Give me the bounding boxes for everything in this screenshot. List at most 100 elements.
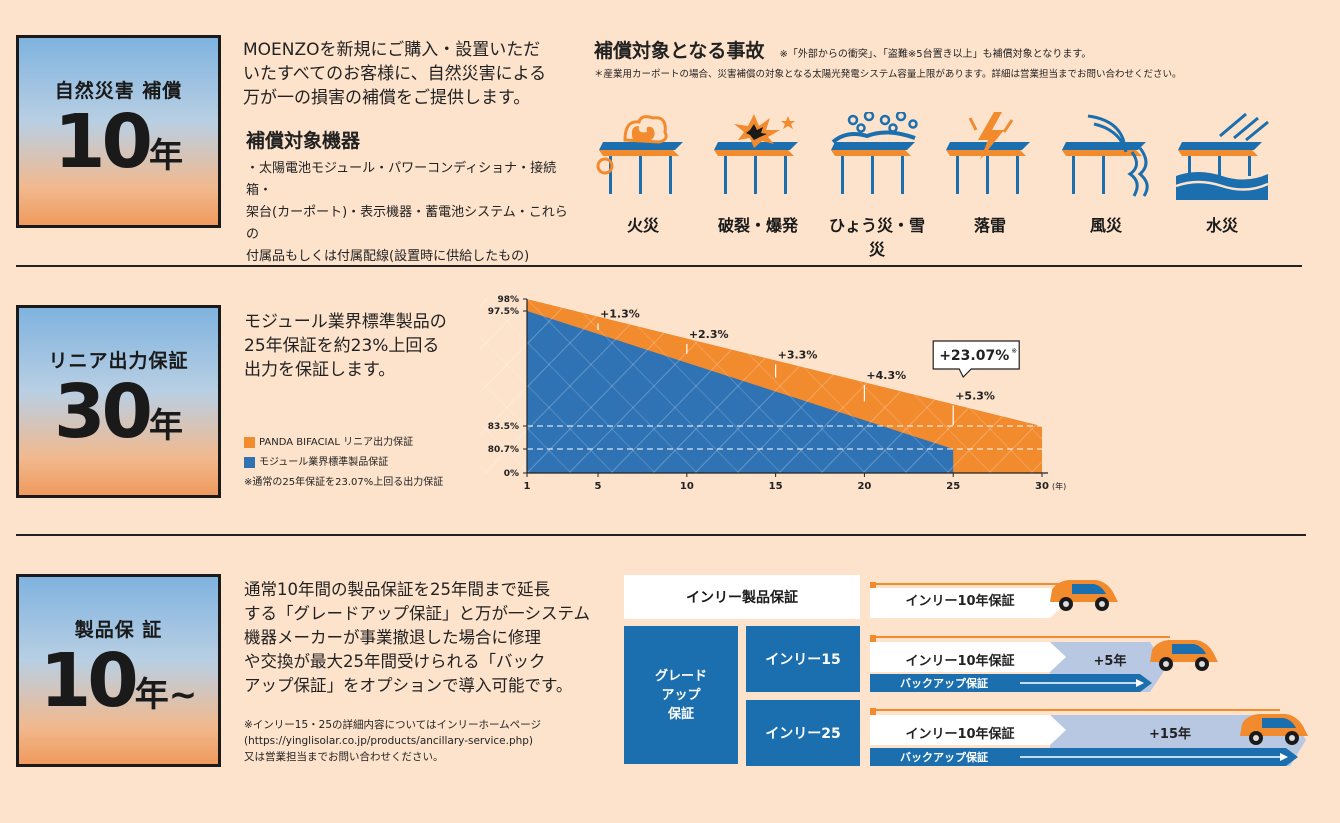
mask [1042, 285, 1080, 473]
callout-mark: ※ [1011, 347, 1017, 355]
pattern-line [480, 298, 614, 436]
badge-number: 30 [54, 369, 153, 455]
row3-plus15: +15年 [1149, 727, 1191, 742]
product-warranty-badge: 製品保 証 10年~ [16, 574, 221, 767]
pattern-line [480, 379, 572, 474]
callout-label: +23.07% [939, 348, 1009, 364]
upgrade-line: アップ [661, 687, 701, 703]
disaster-label: 落雷 [973, 216, 1006, 235]
product-warranty-label: インリー製品保証 [624, 575, 860, 619]
natural-disaster-badge: 自然災害 補償 10年 [16, 35, 221, 228]
text-line: 出力を保証します。 [244, 360, 396, 380]
yingli25-label: インリー25 [746, 700, 860, 766]
upgrade-line: グレード [654, 668, 707, 684]
note-line: (https://yinglisolar.co.jp/products/anci… [244, 735, 534, 747]
x-tick-label: 15 [769, 481, 783, 492]
carport-note: ＊産業用カーポートの場合、災害補償の対象となる太陽光発電システム容量上限がありま… [594, 69, 1182, 80]
y-tick-label: 97.5% [488, 307, 519, 317]
legend-item-blue: モジュール業界標準製品保証 [244, 453, 443, 473]
legend-swatch [244, 456, 255, 468]
badge-label: 自然災害 補償 [54, 80, 183, 102]
pattern-line [610, 298, 782, 474]
disaster-icon-wind: 風災 [1056, 112, 1156, 236]
section3-text: 通常10年間の製品保証を25年間まで延長 する「グレードアップ保証」と万が一シス… [244, 578, 614, 698]
disaster-icon-lightning: 落雷 [940, 112, 1040, 236]
badge-number: 10 [54, 99, 153, 185]
section-divider [16, 265, 1302, 267]
section-divider [16, 534, 1306, 536]
text-line: や交換が最大25年間受けられる「バック [244, 652, 546, 671]
x-tick-label: 10 [680, 481, 694, 492]
annotation-label: +3.3% [778, 348, 818, 361]
intro-line: いたすべてのお客様に、自然災害による [243, 64, 547, 84]
row3-backup: バックアップ保証 [900, 751, 988, 764]
text-line: モジュール業界標準製品の [244, 312, 447, 332]
blue-area [527, 311, 954, 473]
callout-box [932, 340, 1020, 379]
text-line: 25年保証を約23%上回る [244, 336, 440, 356]
disaster-icon-flood: 水災 [1172, 112, 1272, 236]
accident-note: ※「外部からの衝突」、「盗難※5台置き以上」も補償対象となります。 [779, 49, 1092, 60]
badge-label: 製品保 証 [74, 619, 163, 641]
x-tick-label: 1 [524, 481, 531, 492]
annotation-label: +2.3% [689, 328, 729, 341]
section3-notes: ※インリー15・25の詳細内容についてはインリーホームページ (https://… [244, 717, 614, 765]
x-unit-label: (年) [1052, 481, 1066, 491]
disaster-label: 風災 [1089, 216, 1122, 235]
pattern-line [526, 298, 698, 474]
car-icon [1240, 714, 1308, 745]
badge-unit: 年 [148, 406, 183, 446]
upgrade-line: 保証 [667, 706, 694, 722]
warranty-bars [870, 580, 1308, 766]
row3-ten-year: インリー10年保証 [905, 727, 1015, 742]
intro-line: MOENZOを新規にご購入・設置いただ [243, 40, 541, 60]
row1-ten-year: インリー10年保証 [905, 594, 1015, 609]
row2-ten-year: インリー10年保証 [905, 654, 1015, 669]
mask [480, 285, 1080, 426]
legend-label: モジュール業界標準製品保証 [259, 457, 389, 468]
badge-unit: 年 [148, 136, 183, 176]
disaster-label: 水災 [1205, 216, 1238, 235]
text-line: する「グレードアップ保証」と万が一システム [244, 604, 591, 623]
section2-text: モジュール業界標準製品の 25年保証を約23%上回る 出力を保証します。 [244, 310, 494, 382]
hail-snow-icon [831, 110, 918, 194]
disaster-icon-explosion: 破裂・爆発 [708, 112, 808, 236]
annotation-label: +4.3% [866, 369, 906, 382]
car-icon [1150, 640, 1218, 671]
badge-label: リニア出力保証 [48, 350, 189, 372]
badge-number: 10 [39, 638, 139, 724]
linear-output-badge: リニア出力保証 30年 [16, 305, 221, 498]
pattern-line [480, 336, 614, 474]
badge-years: 30年 [19, 369, 218, 455]
wind-icon [1062, 114, 1149, 197]
accident-header: 補償対象となる事故 ※「外部からの衝突」、「盗難※5台置き以上」も補償対象となり… [594, 36, 1324, 63]
y-tick-label: 80.7% [488, 445, 519, 455]
legend-swatch [244, 436, 255, 448]
x-tick-label: 25 [946, 481, 960, 492]
equipment-line: 付属品もしくは付属配線(設置時に供給したもの) [246, 249, 530, 264]
legend-label: PANDA BIFACIAL リニア出力保証 [259, 437, 414, 448]
note-line: 又は営業担当までお問い合わせください。 [244, 751, 444, 763]
car-icon [1050, 580, 1118, 611]
legend-note: ※通常の25年保証を23.07%上回る出力保証 [244, 477, 444, 488]
badge-unit: 年~ [134, 675, 198, 715]
intro-line: 万が一の損害の補償をご提供します。 [243, 88, 531, 108]
disaster-icon-hail: ひょう災・雪災 [824, 110, 930, 260]
explosion-icon [714, 114, 798, 194]
equipment-line: ・太陽電池モジュール・パワーコンディショナ・接続箱・ [246, 161, 557, 198]
badge-years: 10年 [19, 99, 218, 185]
note-line: ※インリー15・25の詳細内容についてはインリーホームページ [244, 719, 541, 731]
text-line: 通常10年間の製品保証を25年間まで延長 [244, 580, 550, 599]
pattern-line [484, 298, 656, 474]
pattern-line [480, 422, 530, 474]
equipment-list: ・太陽電池モジュール・パワーコンディショナ・接続箱・ 架台(カーポート)・表示機… [246, 158, 576, 268]
equipment-line: 架台(カーポート)・表示機器・蓄電池システム・これらの [246, 205, 568, 242]
y-tick-label: 83.5% [488, 422, 519, 432]
row2-backup: バックアップ保証 [900, 677, 988, 690]
chart-legend: PANDA BIFACIAL リニア出力保証 モジュール業界標準製品保証 ※通常… [244, 433, 443, 493]
disaster-label: 破裂・爆発 [717, 216, 798, 235]
pattern-line [484, 298, 656, 474]
lightning-icon [946, 112, 1030, 194]
accident-title: 補償対象となる事故 [594, 40, 765, 62]
x-tick-label: 5 [595, 481, 602, 492]
